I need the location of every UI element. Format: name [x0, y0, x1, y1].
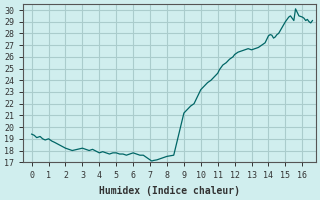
X-axis label: Humidex (Indice chaleur): Humidex (Indice chaleur)	[99, 186, 240, 196]
